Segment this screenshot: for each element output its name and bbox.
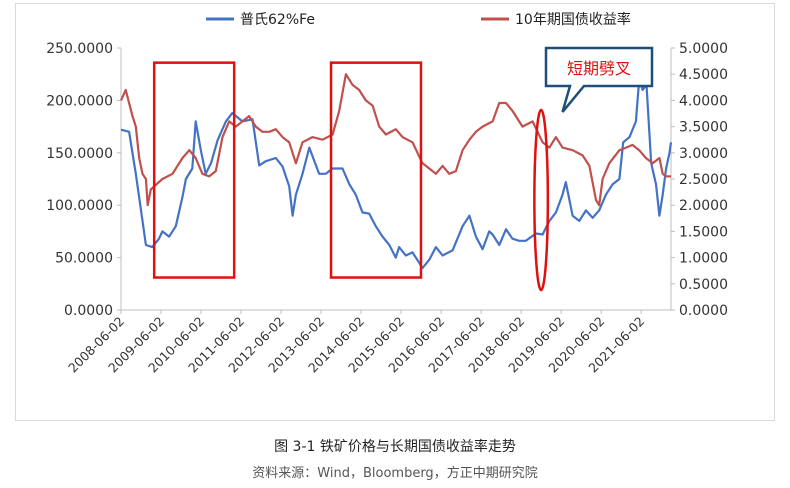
- highlight-rectangle: [329, 61, 423, 279]
- legend-label-2: 10年期国债收益率: [515, 11, 631, 28]
- y-right-tick-label: 3.0000: [679, 146, 728, 162]
- chart-canvas: 0.0000 50.0000 100.0000 150.0000 200.0000 250…: [46, 11, 728, 375]
- y-right-tick-label: 1.5000: [679, 224, 728, 240]
- y-left-tick-label: 200.0000: [46, 93, 113, 109]
- y-left-tick-label: 100.0000: [46, 198, 113, 214]
- callout-bubble: [544, 46, 654, 113]
- legend-label-1: 普氏62%Fe: [240, 12, 315, 28]
- highlight-ellipse: [533, 108, 550, 292]
- y-right-tick-label: 0.5000: [679, 277, 728, 293]
- y-left-tick-label: 50.0000: [55, 251, 113, 267]
- y-right-tick-label: 4.5000: [679, 67, 728, 83]
- y-right-tick-label: 3.5000: [679, 120, 728, 136]
- figure-source: 资料来源：Wind，Bloomberg，方正中期研究院: [252, 466, 538, 481]
- chart-frame: 0.0000 50.0000 100.0000 150.0000 200.0000 250…: [15, 3, 775, 421]
- y-right-tick-label: 1.0000: [679, 251, 728, 267]
- figure-caption: 图 3-1 铁矿价格与长期国债收益率走势: [274, 439, 516, 455]
- series-line-1: [120, 78, 673, 270]
- y-right-tick-label: 2.5000: [679, 172, 728, 188]
- highlight-rectangle: [152, 61, 236, 279]
- y-left-tick-label: 150.0000: [46, 146, 113, 162]
- y-right-tick-label: 2.0000: [679, 198, 728, 214]
- y-left-tick-label: 0.0000: [64, 303, 113, 319]
- callout-label: 短期劈叉: [567, 59, 631, 78]
- y-left-tick-label: 250.0000: [46, 41, 113, 57]
- y-right-tick-label: 5.0000: [679, 41, 728, 57]
- y-right-tick-label: 0.0000: [679, 303, 728, 319]
- y-right-tick-label: 4.0000: [679, 93, 728, 109]
- series-line-2: [119, 73, 671, 207]
